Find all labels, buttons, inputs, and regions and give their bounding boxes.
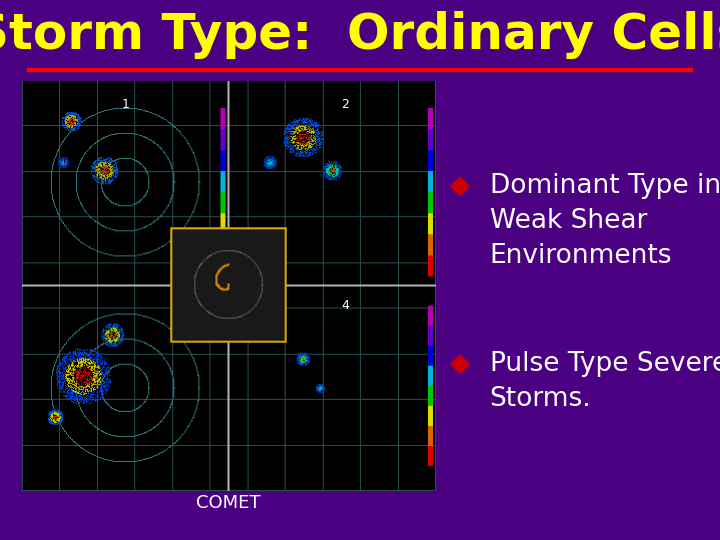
Text: 1: 1 — [122, 98, 130, 111]
Text: Dominant Type in
Weak Shear
Environments: Dominant Type in Weak Shear Environments — [490, 173, 720, 269]
Text: 4: 4 — [341, 299, 349, 312]
Text: COMET: COMET — [197, 494, 261, 512]
Text: 2: 2 — [341, 98, 349, 111]
Text: Pulse Type Severe
Storms.: Pulse Type Severe Storms. — [490, 351, 720, 412]
Text: ◆: ◆ — [450, 173, 470, 199]
Text: ◆: ◆ — [450, 351, 470, 377]
Text: Storm Type:  Ordinary Cells: Storm Type: Ordinary Cells — [0, 11, 720, 59]
